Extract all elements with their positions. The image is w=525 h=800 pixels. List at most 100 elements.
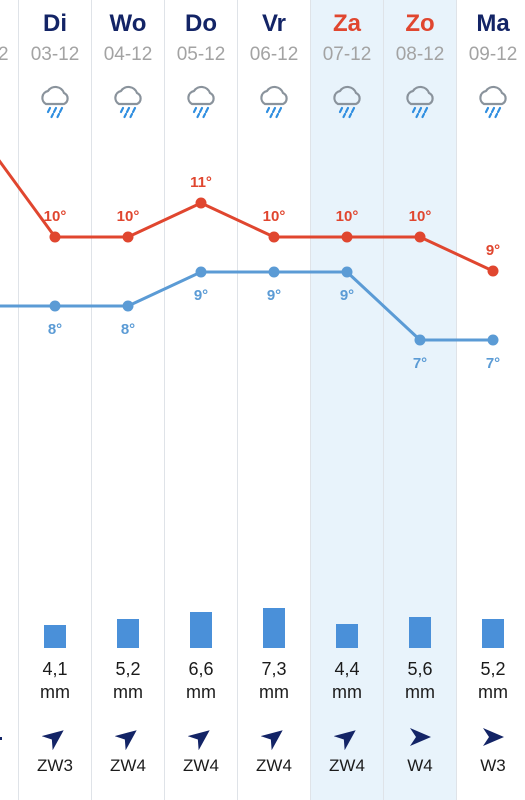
day-date: 09-12 (468, 44, 518, 65)
max-temperature-label: 11° (190, 174, 212, 191)
rain-cloud-icon (328, 82, 366, 120)
rain-unit: mm (405, 682, 435, 702)
day-date: 07-12 (322, 44, 372, 65)
previous-day-date-fragment: 2 (0, 44, 9, 65)
day-name: Ma (476, 10, 510, 37)
column-divider (383, 0, 384, 800)
weekend-highlight (310, 0, 383, 800)
day-name: Di (43, 10, 67, 37)
rain-amount: 5,2 (115, 659, 141, 679)
wind-arrow-icon (114, 724, 141, 751)
min-temperature-label: 7° (486, 355, 500, 372)
min-temperature-point (268, 266, 280, 278)
rain-amount: 4,4 (334, 659, 360, 679)
column-divider (310, 0, 311, 800)
rain-bar (482, 619, 504, 648)
rain-bar (117, 619, 139, 648)
max-temperature-label: 10° (263, 208, 286, 225)
day-name: Do (185, 10, 217, 37)
max-temperature-point (487, 265, 499, 277)
min-temperature-label: 9° (340, 287, 354, 304)
min-temperature-label: 7° (413, 355, 427, 372)
wind-label: ZW4 (256, 756, 292, 775)
rain-bar (409, 617, 431, 648)
rain-bar (44, 625, 66, 648)
column-divider (456, 0, 457, 800)
max-temperature-point (341, 231, 353, 243)
day-date: 08-12 (395, 44, 445, 65)
day-name: Za (332, 10, 361, 37)
min-temperature-label: 9° (267, 287, 281, 304)
max-temperature-line (0, 159, 494, 273)
min-temperature-point (195, 266, 207, 278)
day-column[interactable]: Ma 09-12 5,2 mm W3 (457, 0, 525, 800)
column-divider (237, 0, 238, 800)
min-temperature-point (414, 334, 426, 346)
max-temperature-point (268, 231, 280, 243)
min-temperature-label: 8° (121, 321, 135, 338)
max-temperature-point (414, 231, 426, 243)
rain-amount: 5,2 (480, 659, 506, 679)
max-temperature-label: 9° (486, 242, 500, 259)
rain-unit: mm (259, 682, 289, 702)
column-divider (91, 0, 92, 800)
max-temperature-point (122, 231, 134, 243)
rain-bar (263, 608, 285, 648)
rain-cloud-icon (255, 82, 293, 120)
max-temperature-point (49, 231, 61, 243)
wind-arrow-icon (260, 724, 287, 751)
rain-amount: 6,6 (188, 659, 214, 679)
rain-amount: 5,6 (407, 659, 433, 679)
rain-cloud-icon (109, 82, 147, 120)
column-divider (164, 0, 165, 800)
previous-day-wind-fragment (0, 737, 2, 740)
wind-arrow-icon (187, 724, 214, 751)
min-temperature-label: 9° (194, 287, 208, 304)
day-column[interactable]: Do 05-12 6,6 mm ZW4 (165, 0, 237, 800)
rain-unit: mm (113, 682, 143, 702)
day-column[interactable]: Vr 06-12 7,3 mm ZW4 (238, 0, 310, 800)
day-name: Wo (109, 10, 147, 37)
max-temperature-point (195, 197, 207, 209)
day-date: 05-12 (176, 44, 226, 65)
day-column[interactable]: Wo 04-12 5,2 mm ZW4 (92, 0, 164, 800)
rain-unit: mm (186, 682, 216, 702)
rain-unit: mm (40, 682, 70, 702)
wind-label: ZW4 (110, 756, 146, 775)
max-temperature-label: 10° (336, 208, 359, 225)
rain-cloud-icon (401, 82, 439, 120)
min-temperature-point (49, 300, 61, 312)
min-temperature-line (0, 270, 493, 342)
min-temperature-point (341, 266, 353, 278)
rain-amount: 7,3 (261, 659, 287, 679)
max-temperature-label: 10° (44, 208, 67, 225)
weekend-highlight (383, 0, 456, 800)
rain-cloud-icon (182, 82, 220, 120)
day-date: 06-12 (249, 44, 299, 65)
rain-unit: mm (478, 682, 508, 702)
rain-cloud-icon (36, 82, 74, 120)
wind-label: W4 (407, 756, 433, 775)
day-name: Vr (261, 10, 287, 37)
day-column[interactable]: Za 07-12 4,4 mm ZW4 (311, 0, 383, 800)
day-name: Zo (405, 10, 435, 37)
wind-label: W3 (480, 756, 506, 775)
min-temperature-point (487, 334, 499, 346)
max-temperature-label: 10° (409, 208, 432, 225)
wind-arrow-icon (41, 724, 68, 751)
wind-label: ZW4 (183, 756, 219, 775)
min-temperature-point (122, 300, 134, 312)
wind-arrow-icon (333, 724, 360, 751)
column-divider (18, 0, 19, 800)
wind-arrow-icon (480, 724, 506, 750)
max-temperature-label: 10° (117, 208, 140, 225)
day-column[interactable]: Di 03-12 4,1 mm ZW3 (19, 0, 91, 800)
rain-unit: mm (332, 682, 362, 702)
day-date: 04-12 (103, 44, 153, 65)
day-column[interactable]: Zo 08-12 5,6 mm W4 (384, 0, 456, 800)
wind-label: ZW4 (329, 756, 365, 775)
rain-amount: 4,1 (42, 659, 68, 679)
day-date: 03-12 (30, 44, 80, 65)
min-temperature-label: 8° (48, 321, 62, 338)
